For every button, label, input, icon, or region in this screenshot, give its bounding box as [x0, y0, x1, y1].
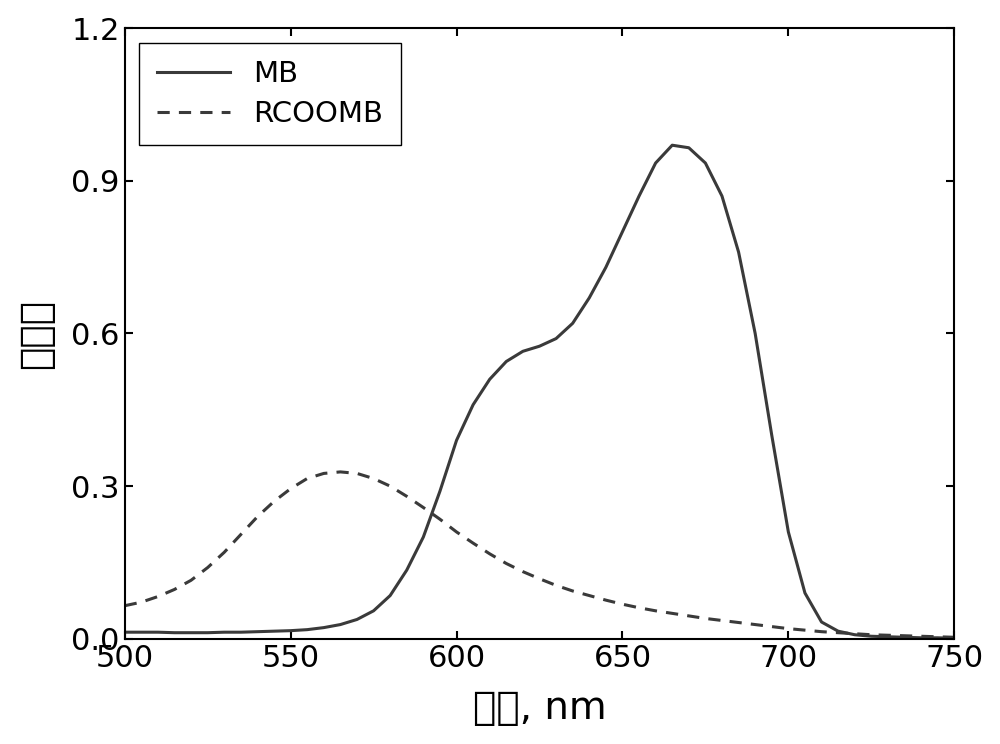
Line: RCOOMB: RCOOMB — [125, 472, 954, 638]
RCOOMB — [733, 618, 745, 627]
RCOOMB — [301, 474, 313, 483]
RCOOMB — [334, 467, 346, 476]
RCOOMB — [119, 601, 131, 610]
MB — [948, 634, 960, 643]
MB — [301, 625, 313, 634]
RCOOMB — [683, 612, 695, 620]
MB — [733, 248, 745, 257]
RCOOMB — [932, 632, 944, 641]
RCOOMB — [384, 481, 396, 490]
RCOOMB — [401, 492, 413, 501]
MB — [384, 591, 396, 600]
MB — [368, 606, 380, 615]
MB — [666, 141, 678, 150]
RCOOMB — [948, 633, 960, 642]
Y-axis label: 吸光度: 吸光度 — [17, 298, 55, 368]
MB — [119, 628, 131, 637]
MB — [683, 144, 695, 153]
Line: MB: MB — [125, 145, 954, 638]
MB — [932, 633, 944, 642]
Legend: MB, RCOOMB: MB, RCOOMB — [139, 42, 401, 145]
X-axis label: 波长, nm: 波长, nm — [473, 690, 606, 728]
